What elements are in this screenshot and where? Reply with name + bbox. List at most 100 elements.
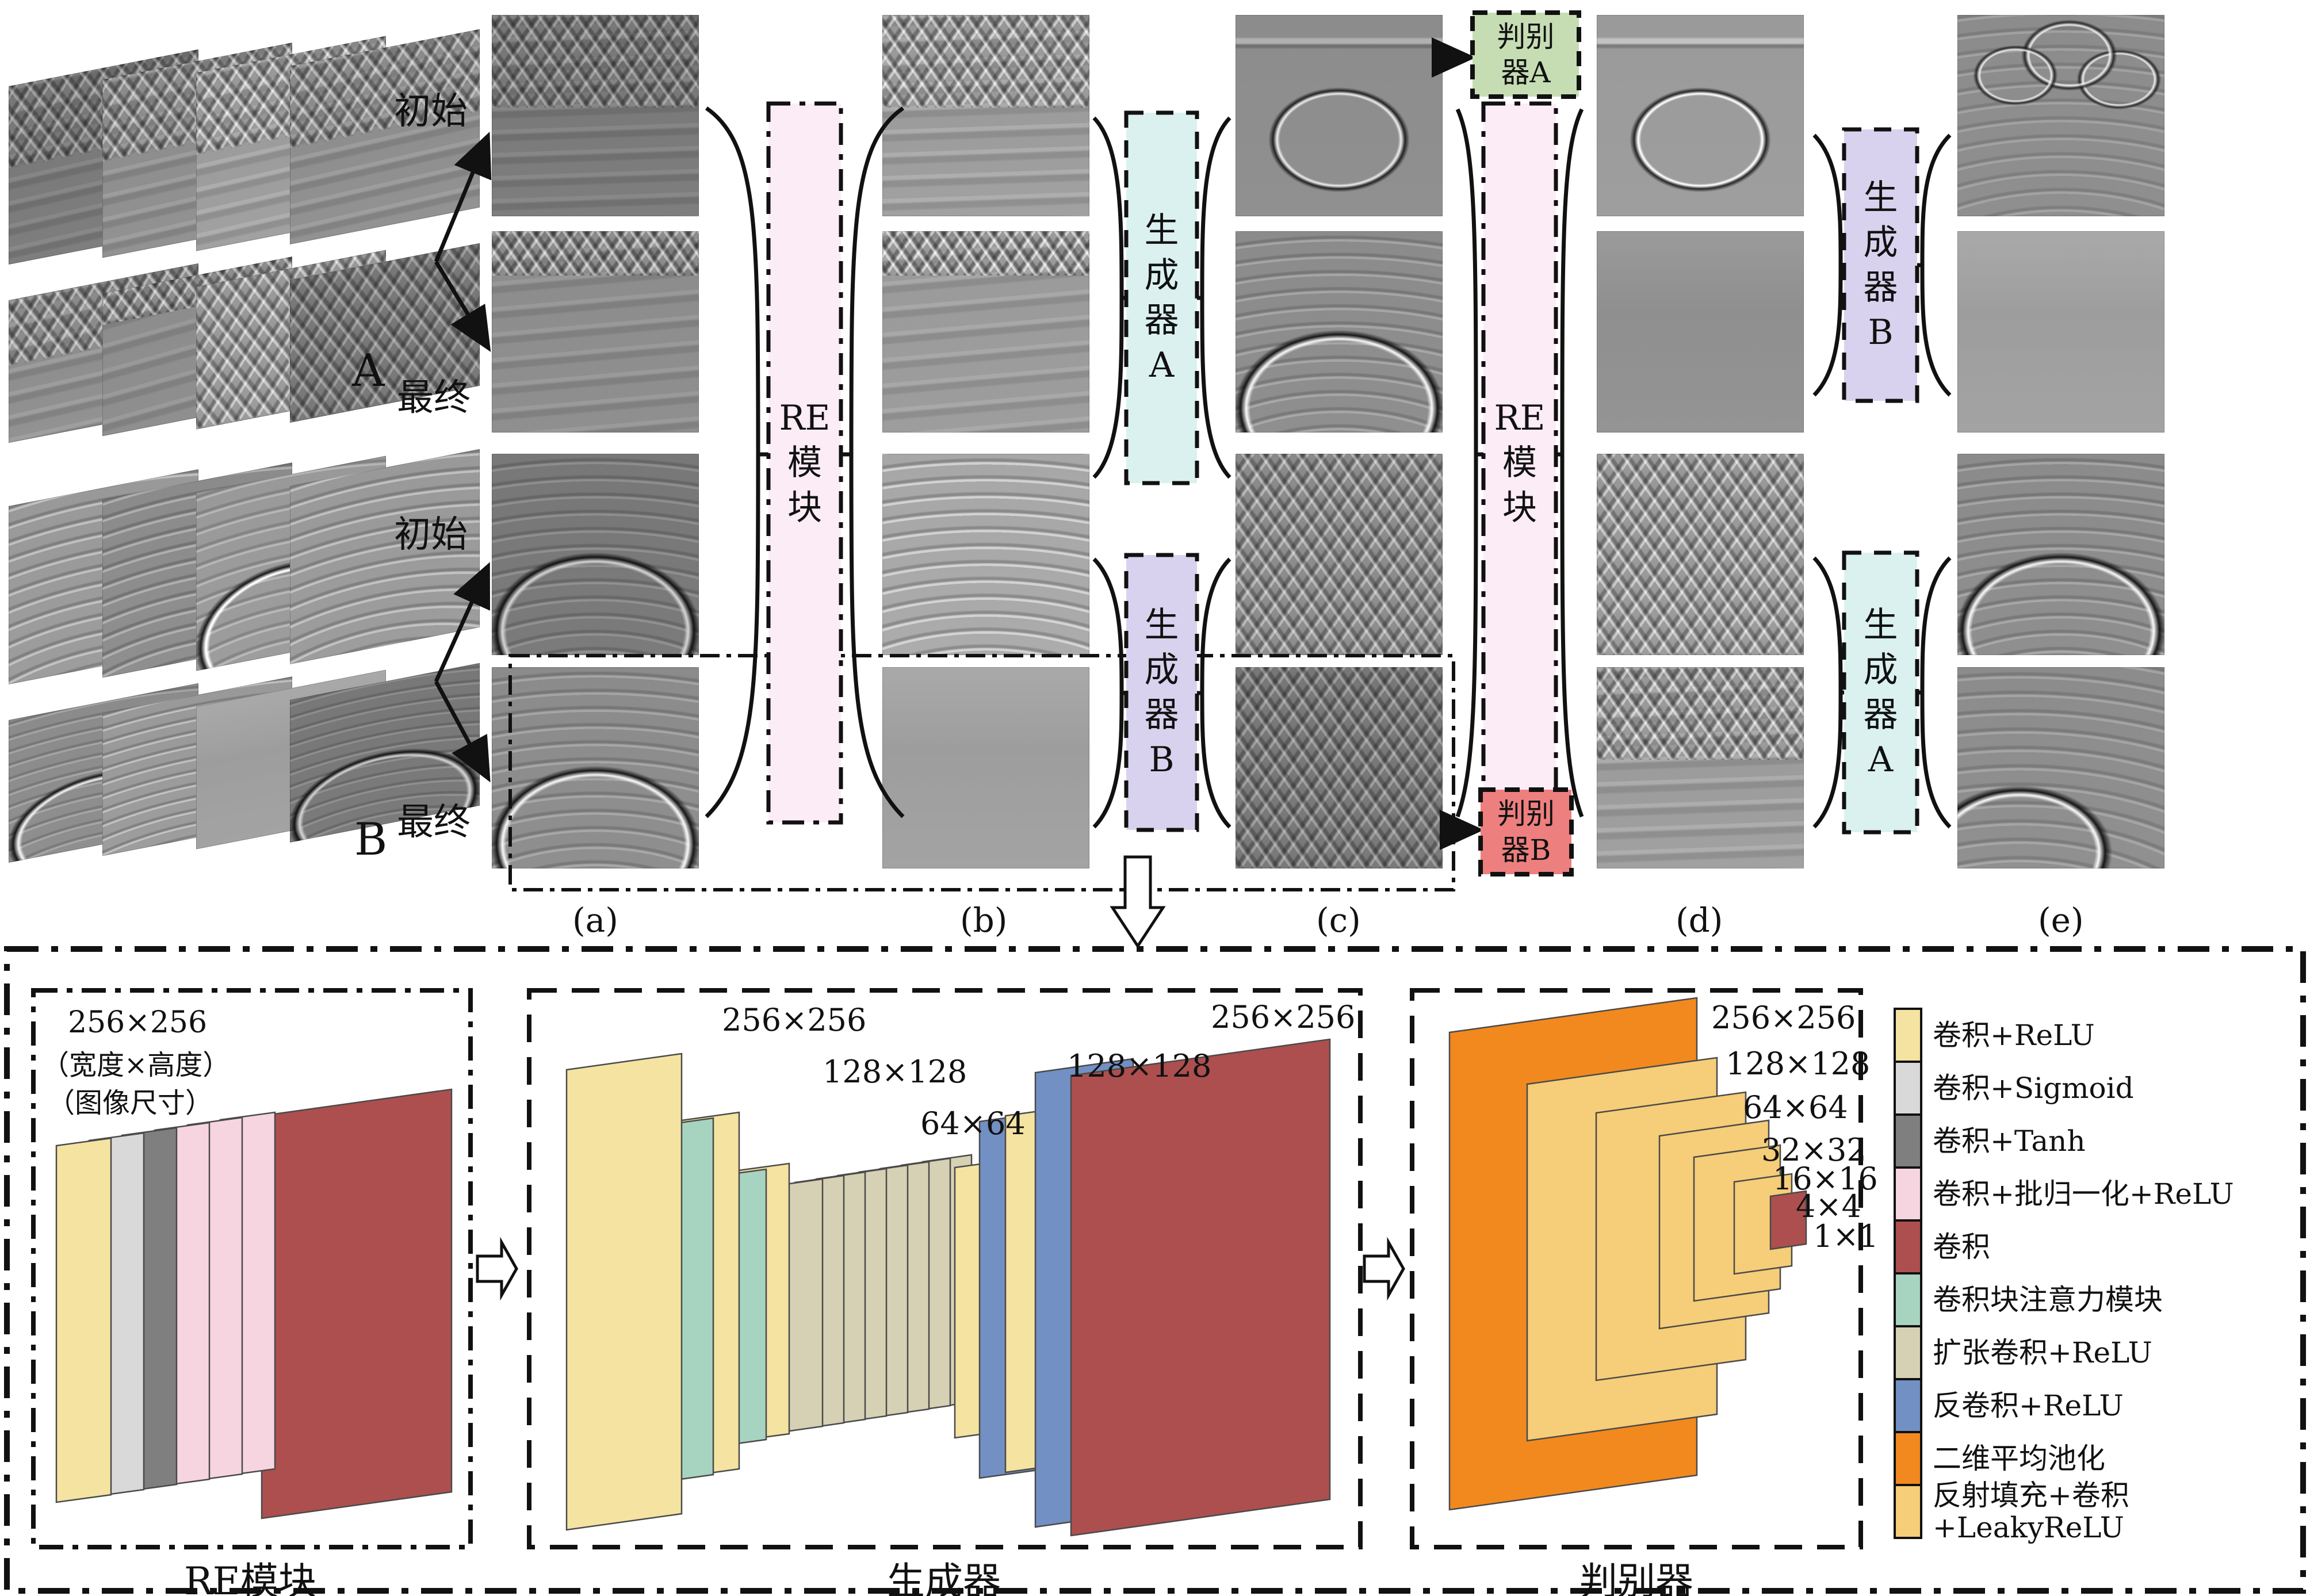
re-plane-conv-relu [55, 1137, 112, 1503]
column-label-b: (b) [960, 901, 1008, 940]
re-module-1-label: RE 模块 [779, 398, 831, 528]
legend-swatch [1894, 1484, 1922, 1539]
disc-size-4: 4×4 [1796, 1188, 1861, 1224]
disc-plane-reflect-conv-128 [1526, 1057, 1718, 1442]
re-module-2-label: RE 模块 [1494, 398, 1546, 528]
discriminator-caption: 判别器 [1579, 1559, 1693, 1596]
legend-swatch [1894, 1431, 1922, 1486]
legend-label: 卷积+Sigmoid [1933, 1071, 2134, 1105]
re-size-note-1: 256×256 [68, 1005, 208, 1040]
column-label-d: (d) [1676, 901, 1723, 940]
disc-size-64: 64×64 [1743, 1089, 1848, 1126]
image-c-row1 [1236, 15, 1443, 216]
gen-plane-deconv-256 [1034, 1058, 1134, 1528]
legend-label: 卷积+批归一化+ReLU [1933, 1177, 2234, 1211]
image-b-row1 [882, 15, 1089, 216]
flow-label-initial-b: 初始 [394, 514, 468, 556]
legend-swatch [1894, 1272, 1922, 1327]
legend-swatch [1894, 1061, 1922, 1116]
legend-label: 二维平均池化 [1933, 1442, 2105, 1475]
gen-plane-conv-relu-128b [1004, 1104, 1081, 1473]
column-label-c: (c) [1316, 901, 1361, 940]
legend-item-dilated-conv: 扩张卷积+ReLU [1894, 1325, 2152, 1380]
re-plane-conv-bn-relu [219, 1111, 276, 1478]
image-c-row3 [1236, 454, 1443, 655]
gen-size-128-in: 128×128 [823, 1054, 967, 1090]
right-arrow-1 [476, 1237, 518, 1301]
gen-plane-conv-relu-64 [725, 1162, 790, 1444]
re-layer-planes [55, 1088, 453, 1520]
stack-a-label: A [352, 345, 385, 397]
image-a-row3 [492, 454, 699, 655]
gen-plane-deconv-128 [978, 1110, 1055, 1479]
gen-plane-dilated [794, 1174, 845, 1431]
image-a-row2 [492, 231, 699, 433]
legend-item-conv-sigmoid: 卷积+Sigmoid [1894, 1061, 2134, 1116]
legend-item-cbam: 卷积块注意力模块 [1894, 1272, 2163, 1327]
gen-plane-conv-out [1070, 1038, 1331, 1537]
legend-label: 反卷积+ReLU [1933, 1389, 2124, 1422]
legend-swatch [1894, 1325, 1922, 1380]
disc-plane-reflect-conv-16 [1693, 1144, 1781, 1302]
gen-plane-conv-relu-128 [652, 1111, 740, 1482]
image-d-row3 [1597, 454, 1804, 655]
gen-plane-cbam-128 [626, 1117, 714, 1488]
image-b-row4 [882, 667, 1089, 868]
right-arrow-2 [1363, 1237, 1405, 1301]
legend-item-deconv: 反卷积+ReLU [1894, 1378, 2124, 1433]
legend-label: 卷积 [1933, 1230, 1990, 1264]
image-b-row2 [882, 231, 1089, 433]
disc-plane-avgpool-256 [1448, 997, 1698, 1511]
gen-size-256-out: 256×256 [1211, 999, 1356, 1035]
re-diagram-caption: RE模块 [184, 1559, 316, 1596]
flow-label-final-b: 最终 [397, 801, 471, 844]
down-arrow [1110, 855, 1166, 949]
image-a-row1 [492, 15, 699, 216]
re-size-note-2: （宽度×高度） [41, 1049, 231, 1081]
legend-label: 扩张卷积+ReLU [1933, 1336, 2152, 1369]
re-plane-conv [261, 1088, 453, 1520]
image-e-row3 [1957, 454, 2164, 655]
image-d-row1 [1597, 15, 1804, 216]
re-size-note-3: （图像尺寸） [47, 1087, 213, 1119]
generator-caption: 生成器 [887, 1559, 1001, 1596]
gen-size-256-in: 256×256 [722, 1002, 867, 1038]
image-e-row2 [1957, 231, 2164, 433]
image-c-row2 [1236, 231, 1443, 433]
legend-item-conv: 卷积 [1894, 1219, 1990, 1274]
gen-plane-dilated [858, 1164, 909, 1421]
stack-b-label: B [354, 814, 388, 866]
image-b-row3 [882, 454, 1089, 655]
image-e-row1 [1957, 15, 2164, 216]
legend-swatch [1894, 1113, 1922, 1169]
legend-item-avgpool: 二维平均池化 [1894, 1431, 2105, 1486]
disc-size-16: 16×16 [1773, 1161, 1878, 1197]
disc-size-256: 256×256 [1711, 1000, 1856, 1036]
re-plane-conv-tanh [121, 1127, 178, 1493]
gen-size-128-out: 128×128 [1067, 1048, 1212, 1084]
gen-plane-cbam-64 [702, 1168, 767, 1449]
legend-swatch [1894, 1166, 1922, 1222]
gen-plane-dilated [772, 1178, 824, 1434]
disc-size-32: 32×32 [1761, 1132, 1867, 1168]
gen-plane-dilated [900, 1157, 951, 1414]
re-plane-conv-bn-relu [186, 1116, 243, 1483]
re-plane-conv-bn-relu [154, 1122, 211, 1488]
legend-swatch [1894, 1219, 1922, 1274]
image-d-row2 [1597, 231, 1804, 433]
image-e-row4 [1957, 667, 2164, 868]
gen-plane-conv-relu-64b [954, 1158, 1019, 1439]
discriminator-a-label: 判别 器A [1497, 20, 1555, 90]
legend-item-conv-bn-relu: 卷积+批归一化+ReLU [1894, 1166, 2234, 1222]
column-label-e: (e) [2038, 901, 2084, 940]
image-d-row4 [1597, 667, 1804, 868]
gen-plane-dilated [879, 1161, 930, 1417]
legend-item-conv-relu: 卷积+ReLU [1894, 1008, 2095, 1063]
legend-label: 卷积+ReLU [1933, 1019, 2095, 1052]
legend-item-conv-tanh: 卷积+Tanh [1894, 1113, 2086, 1169]
